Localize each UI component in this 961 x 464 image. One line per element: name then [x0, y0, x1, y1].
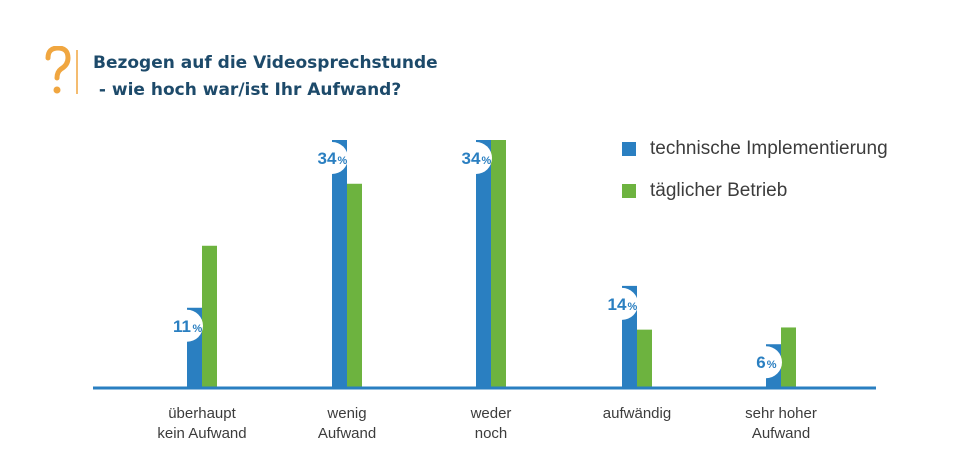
bar-taeglicher-betrieb [781, 327, 796, 388]
category-label: Aufwand [752, 425, 810, 442]
category-label: überhaupt [168, 405, 236, 422]
category-label: kein Aufwand [157, 425, 246, 442]
chart-title-line-2: - wie hoch war/ist Ihr Aufwand? [93, 80, 402, 100]
question-mark-icon [45, 46, 78, 94]
chart-legend: technische Implementierung täglicher Bet… [622, 138, 888, 222]
category-label: wenig [326, 405, 366, 422]
data-label: 34 [462, 149, 481, 168]
data-label-badge [171, 309, 203, 342]
legend-swatch-blue [622, 142, 636, 156]
data-label-unit: % [193, 323, 203, 335]
category-label: aufwändig [603, 405, 671, 422]
category-label: noch [475, 425, 508, 442]
data-label: 6 [756, 353, 765, 372]
bar-taeglicher-betrieb [637, 329, 652, 388]
legend-item-taeglicher-betrieb: täglicher Betrieb [622, 180, 888, 202]
data-label-badge [316, 142, 348, 174]
legend-swatch-green [622, 184, 636, 198]
data-label-unit: % [767, 359, 777, 371]
legend-label: technische Implementierung [650, 138, 888, 159]
category-label: sehr hoher [745, 405, 817, 422]
data-label-unit: % [628, 301, 638, 313]
bar-taeglicher-betrieb [347, 183, 362, 388]
category-label: Aufwand [318, 425, 376, 442]
bar-technische-implementierung [332, 140, 347, 388]
data-label-unit: % [482, 155, 492, 167]
chart-title: Bezogen auf die Videosprechstunde - wie … [93, 50, 438, 104]
data-label-badge [750, 346, 782, 379]
chart-title-line-1: Bezogen auf die Videosprechstunde [93, 53, 438, 73]
data-label-unit: % [338, 155, 348, 167]
data-label: 14 [608, 295, 627, 314]
data-label-badge [460, 142, 492, 174]
data-label: 11 [173, 317, 191, 336]
legend-item-technische-implementierung: technische Implementierung [622, 138, 888, 160]
legend-label: täglicher Betrieb [650, 180, 788, 201]
bar-taeglicher-betrieb [202, 245, 217, 388]
bar-taeglicher-betrieb [491, 140, 506, 388]
category-label: weder [470, 405, 512, 422]
bar-technische-implementierung [476, 140, 491, 388]
data-label: 34 [318, 149, 337, 168]
data-label-badge [606, 287, 638, 320]
